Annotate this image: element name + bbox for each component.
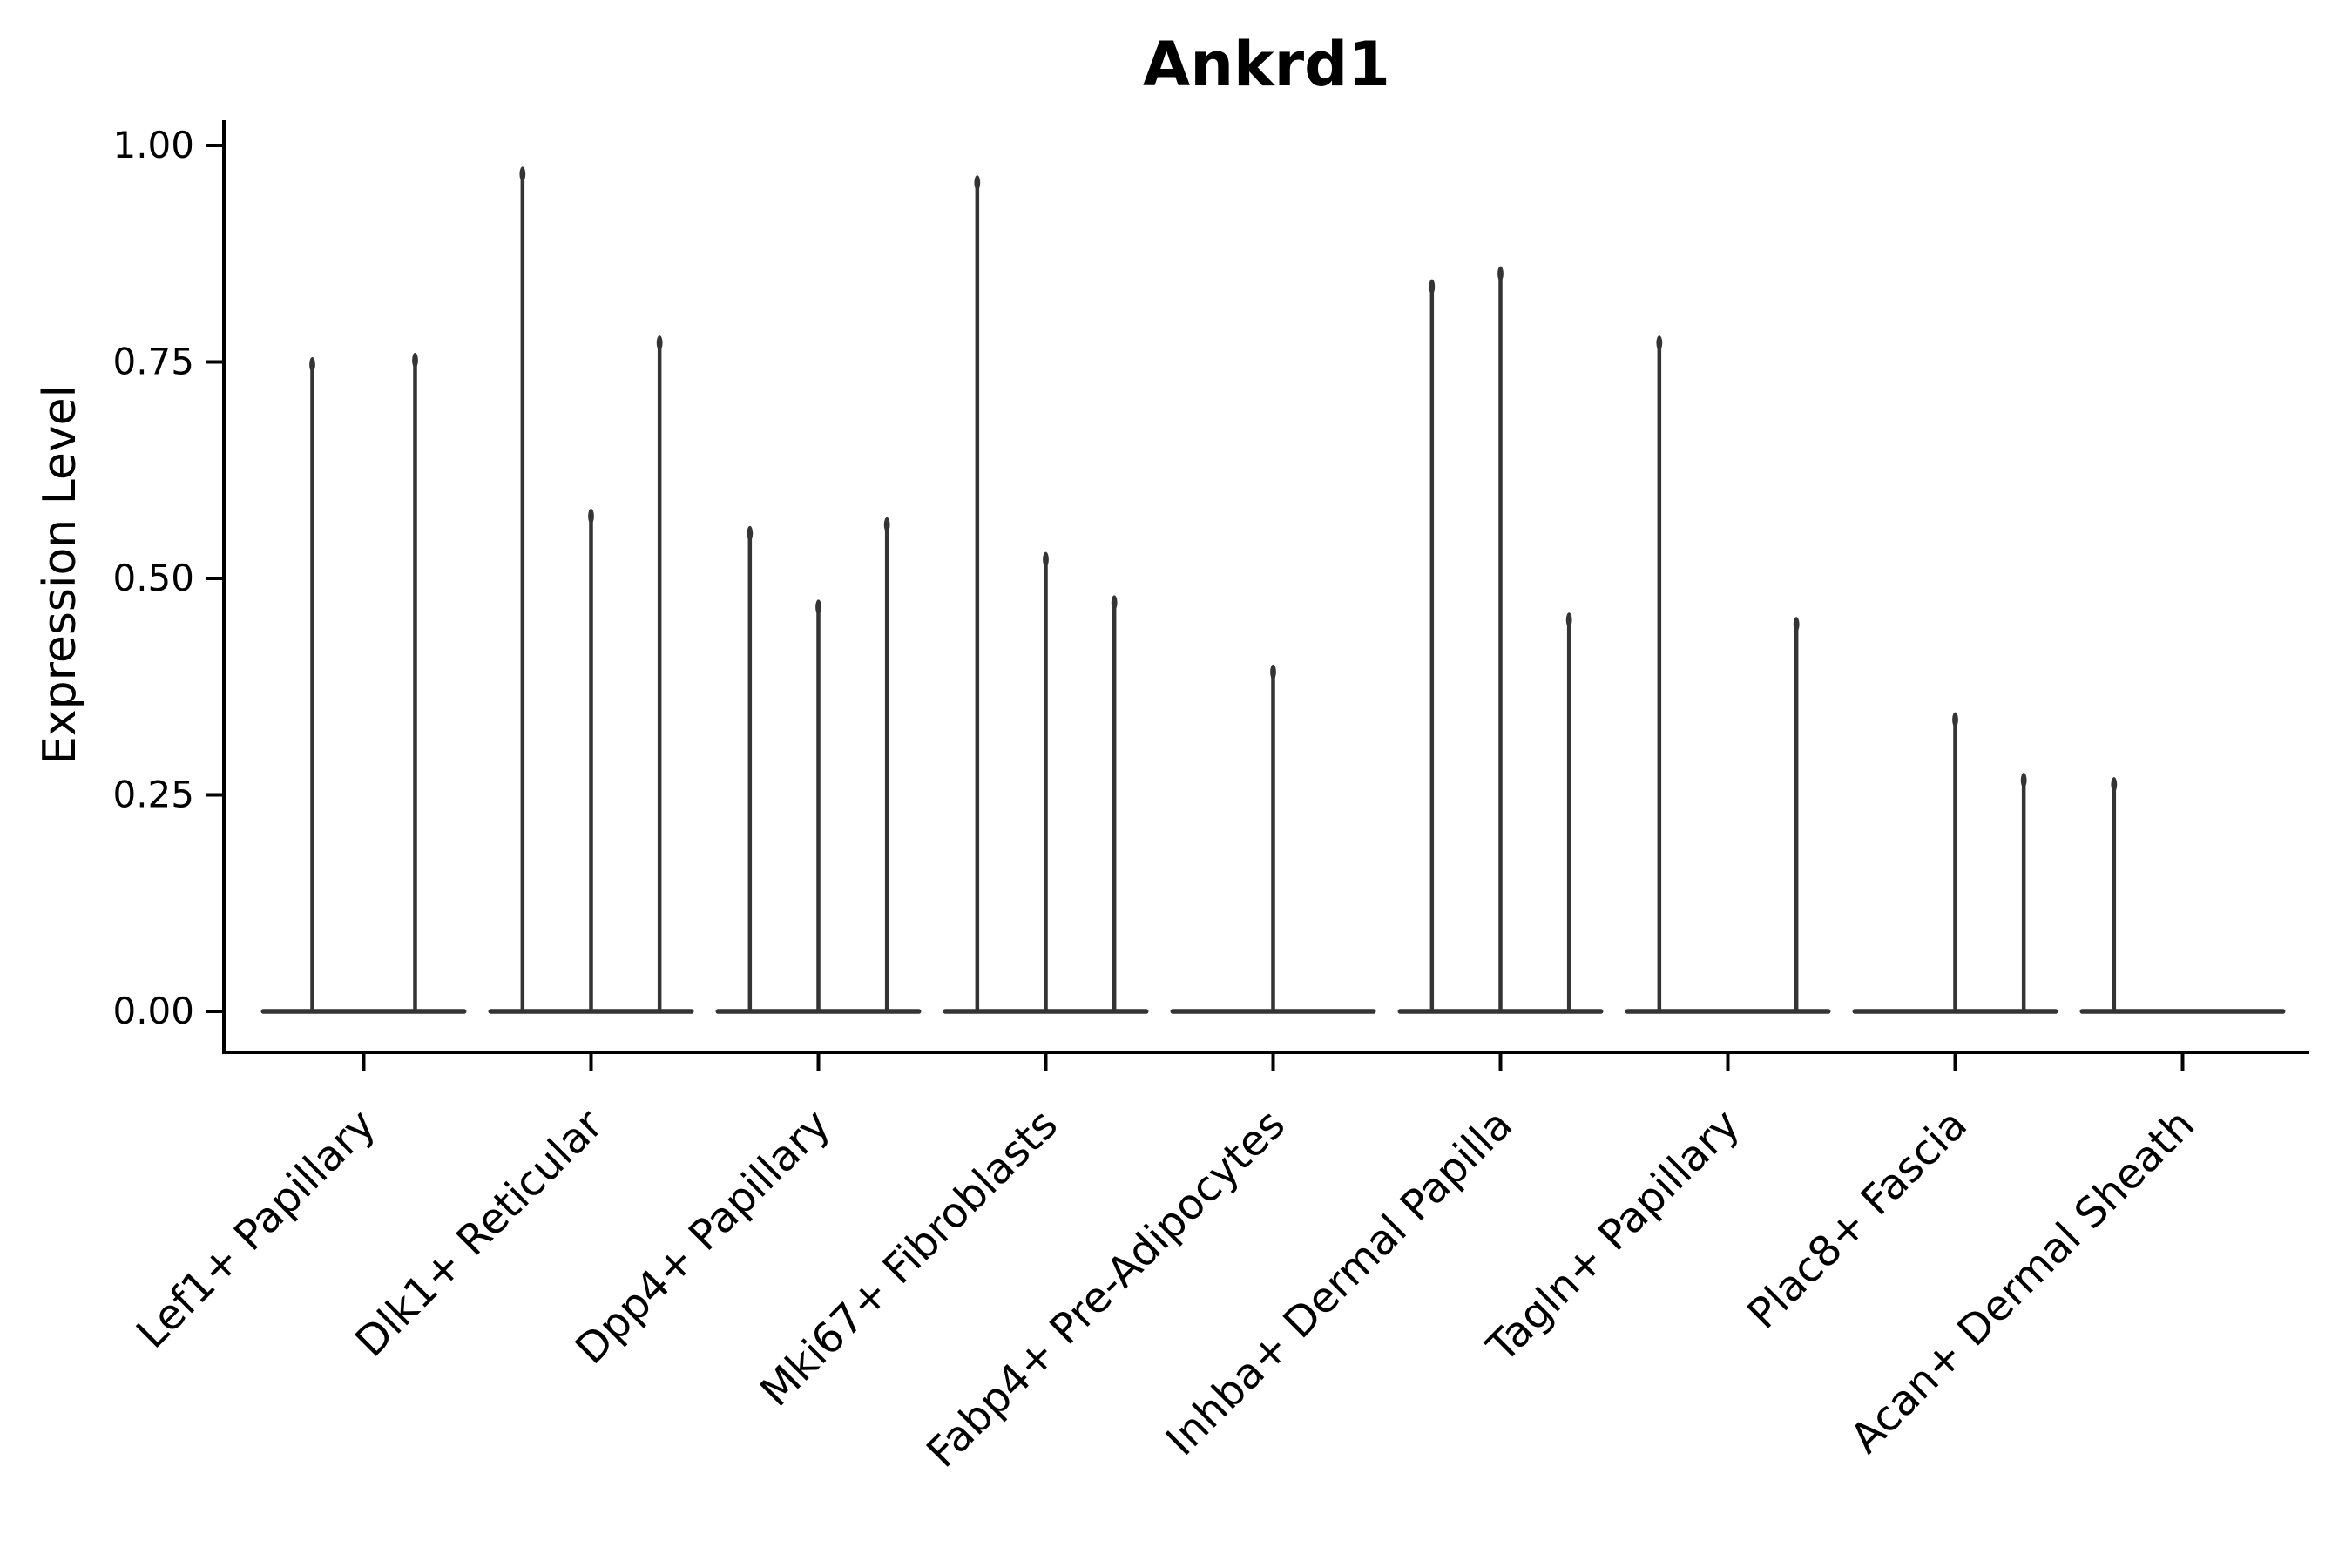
violin-spike-peak bbox=[974, 175, 981, 191]
axis-spines bbox=[222, 120, 2309, 1054]
violin-spike-peak bbox=[588, 508, 594, 524]
violin-spike-peak bbox=[1952, 712, 1958, 727]
violin-group bbox=[1170, 664, 1376, 1014]
x-category-label: Dpp4+ Papillary bbox=[566, 1100, 840, 1374]
y-axis: 1.00 0.75 0.50 0.25 0.00 bbox=[112, 124, 224, 1032]
violin-spike-peak bbox=[2020, 773, 2027, 788]
violin-group bbox=[1852, 712, 2058, 1014]
violin-baseline bbox=[2079, 1009, 2286, 1014]
violin-spike-peak bbox=[656, 335, 663, 351]
violins bbox=[260, 166, 2286, 1014]
violin-spike-peak bbox=[1429, 279, 1436, 294]
violin-spike-peak bbox=[519, 166, 526, 182]
violin-group bbox=[1397, 266, 1604, 1014]
violin-group bbox=[260, 353, 467, 1014]
y-tick-label: 0.00 bbox=[112, 990, 194, 1032]
violin-baseline bbox=[260, 1009, 467, 1014]
x-category-label: Tagln+ Papillary bbox=[1477, 1100, 1749, 1372]
chart-title: Ankrd1 bbox=[1143, 29, 1390, 100]
violin-baseline bbox=[1625, 1009, 1831, 1014]
violin-spike-peak bbox=[2111, 777, 2118, 793]
violin-spike-peak bbox=[1656, 335, 1663, 351]
violin-spike-peak bbox=[1497, 266, 1504, 281]
x-category-label: Fabp4+ Pre-Adipocytes bbox=[917, 1100, 1294, 1477]
violin-spike-peak bbox=[1111, 595, 1118, 611]
violin-group bbox=[1625, 335, 1831, 1014]
y-axis-label: Expression Level bbox=[34, 385, 86, 765]
violin-group bbox=[943, 175, 1149, 1014]
violin-spike-peak bbox=[1270, 664, 1276, 679]
y-tick-label: 0.75 bbox=[112, 341, 194, 383]
violin-spike-peak bbox=[815, 599, 821, 615]
violin-spike-peak bbox=[883, 517, 890, 532]
violin-spike-peak bbox=[747, 525, 754, 541]
violin-group bbox=[488, 166, 694, 1014]
y-tick-label: 1.00 bbox=[112, 124, 194, 166]
violin-group bbox=[715, 517, 922, 1014]
x-category-label: Lef1+ Papillary bbox=[127, 1100, 385, 1358]
violin-spike-peak bbox=[412, 353, 418, 368]
x-category-label: Dlk1+ Reticular bbox=[346, 1100, 612, 1367]
y-tick-label: 0.25 bbox=[112, 774, 194, 816]
violin-spike-peak bbox=[1565, 612, 1572, 628]
violin-spike-peak bbox=[1793, 617, 1800, 632]
violin-spike-peak bbox=[1043, 551, 1049, 567]
violin-group bbox=[2079, 777, 2286, 1014]
x-category-label: Plac8+ Fascia bbox=[1738, 1100, 1977, 1339]
violin-spike-peak bbox=[309, 357, 315, 373]
y-tick-label: 0.50 bbox=[112, 557, 194, 599]
